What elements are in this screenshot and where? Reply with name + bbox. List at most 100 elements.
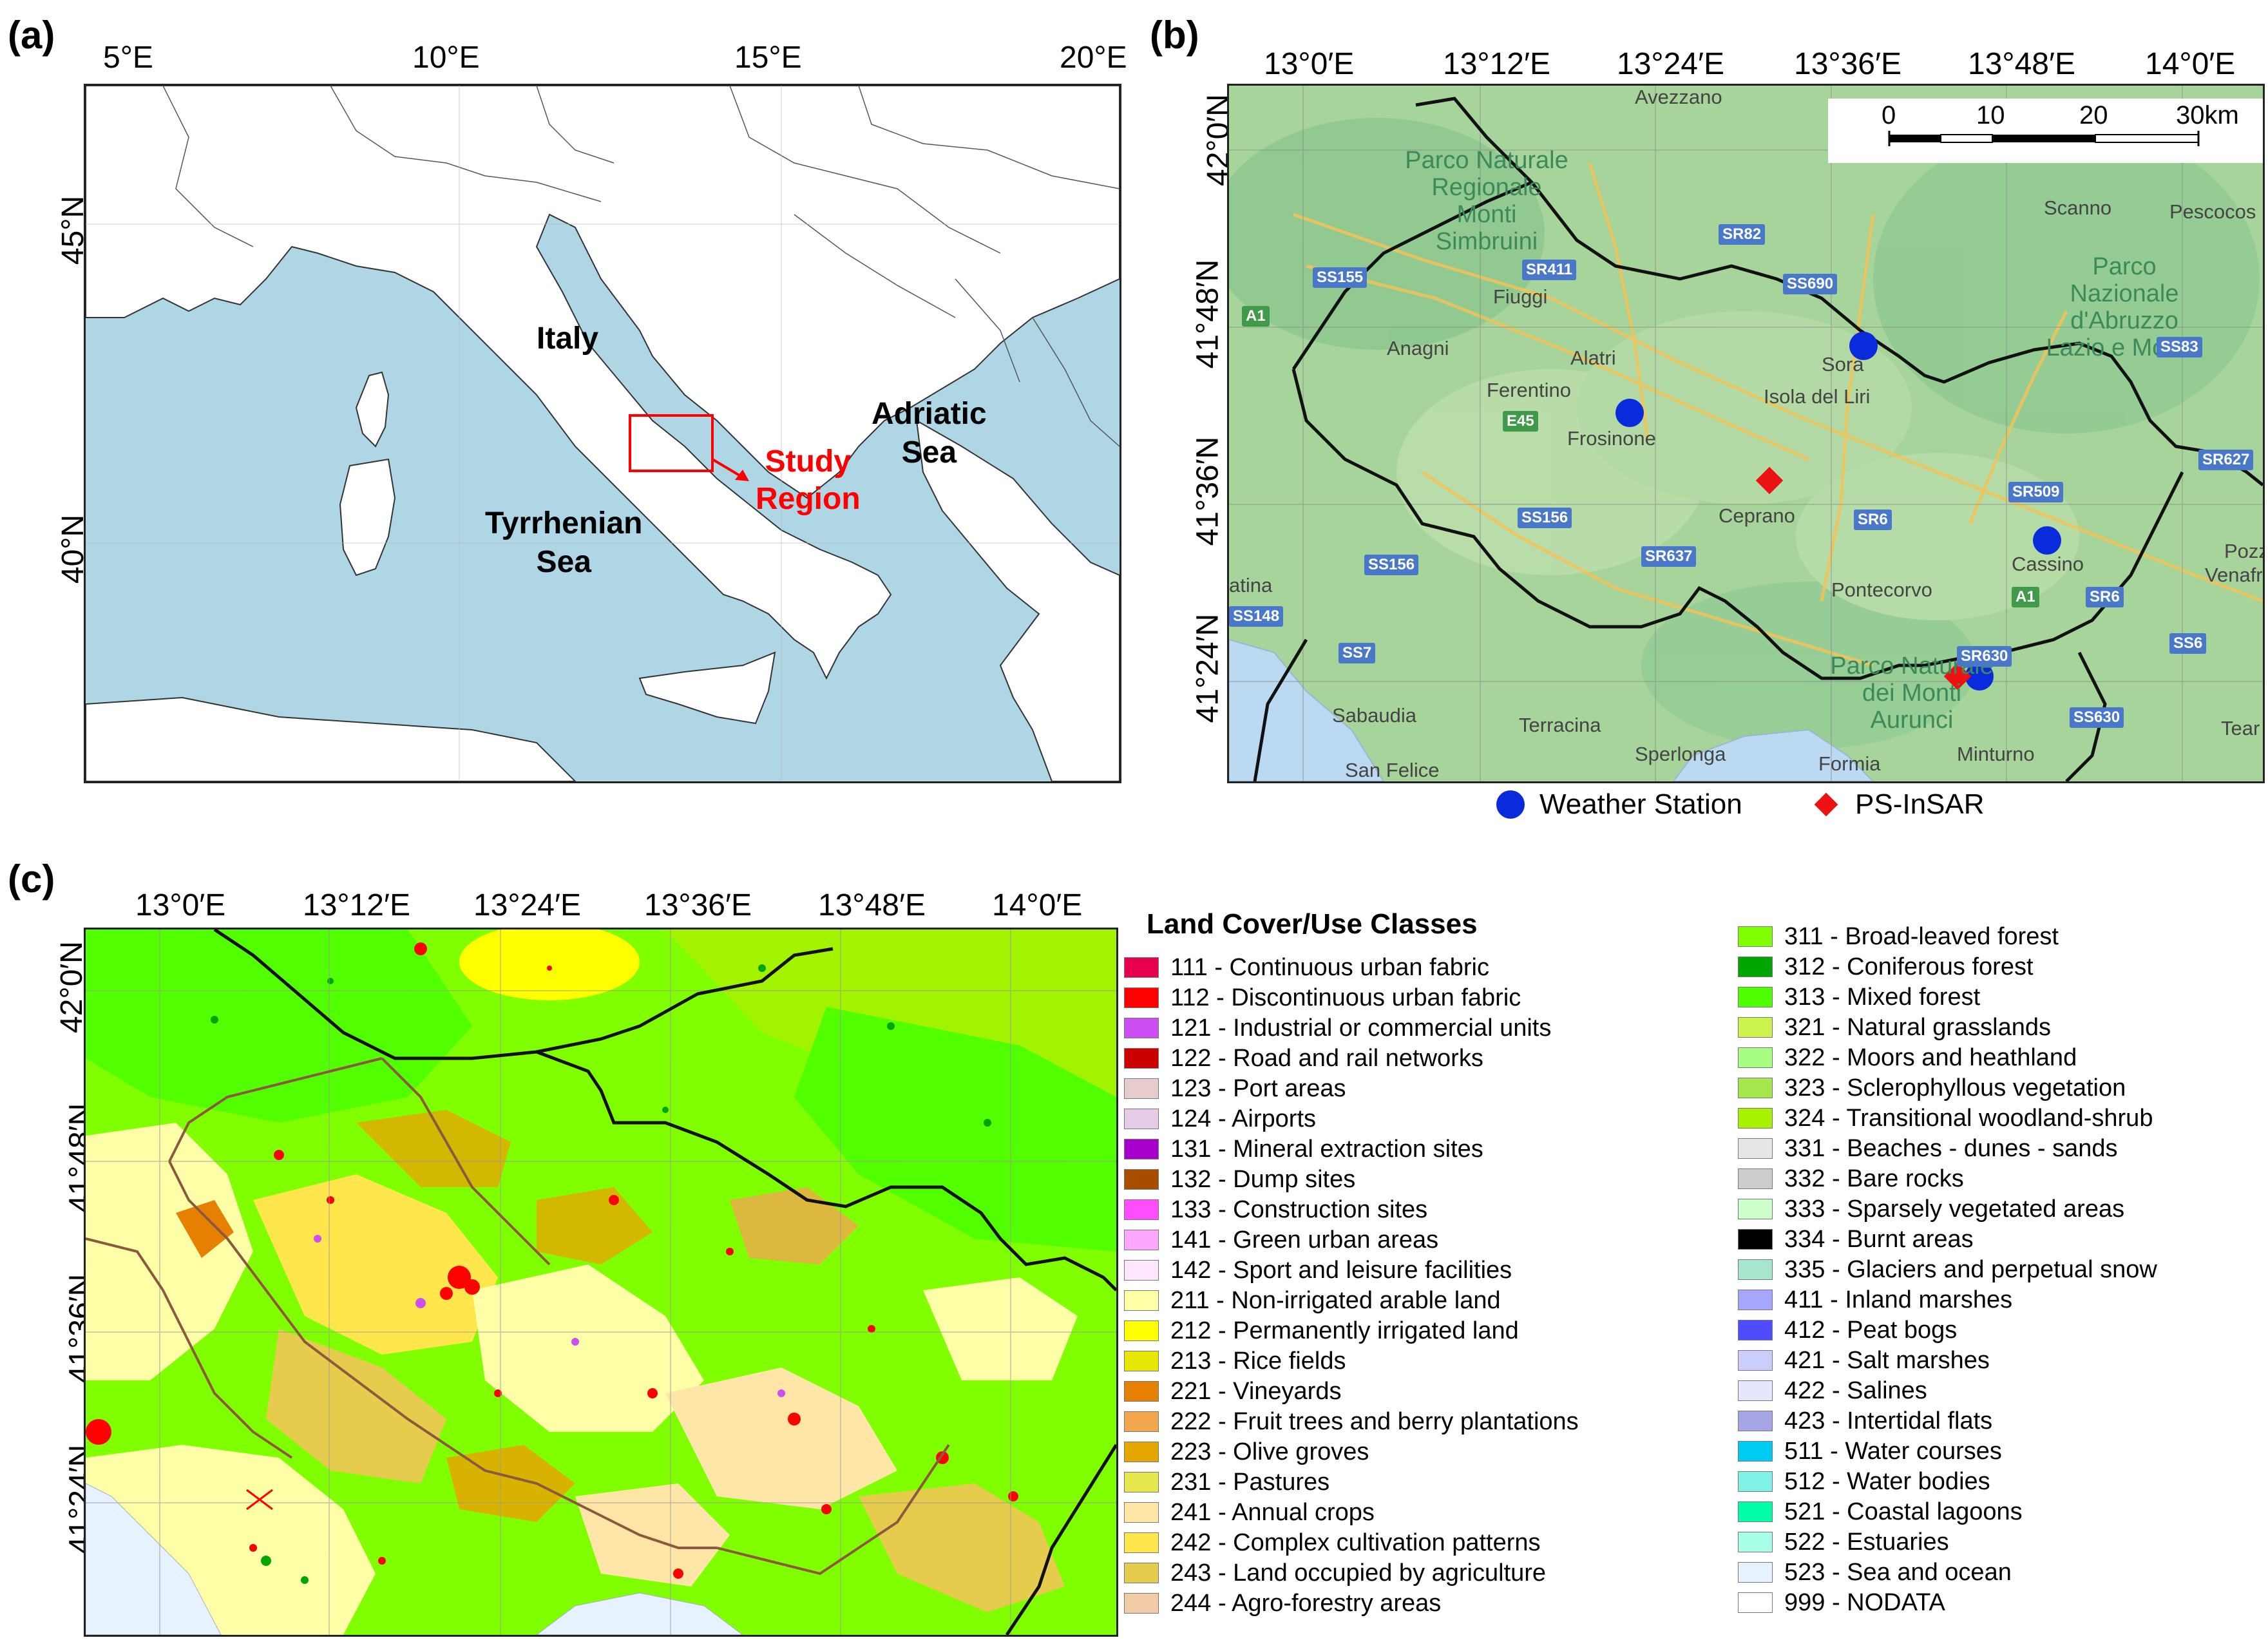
road-a1b: A1 xyxy=(2012,587,2039,607)
legend-entry: 221 - Vineyards xyxy=(1124,1377,1342,1405)
legend-entry: 334 - Burnt areas xyxy=(1738,1226,1974,1253)
legend-swatch xyxy=(1124,1442,1159,1462)
legend-label: 112 - Discontinuous urban fabric xyxy=(1170,984,1521,1011)
legend-label: 331 - Beaches - dunes - sands xyxy=(1784,1134,2118,1162)
legend-label: 323 - Sclerophyllous vegetation xyxy=(1784,1074,2126,1101)
legend-swatch xyxy=(1124,1320,1159,1341)
town-pescocos: Pescocos xyxy=(2169,200,2256,223)
legend-entry: 333 - Sparsely vegetated areas xyxy=(1738,1196,2124,1223)
road-ss83: SS83 xyxy=(2157,337,2202,357)
legend-swatch xyxy=(1738,1168,1773,1189)
sicily xyxy=(638,651,776,725)
legend-swatch xyxy=(1124,1472,1159,1492)
legend-entry: 423 - Intertidal flats xyxy=(1738,1407,1993,1435)
legend-entry: 512 - Water bodies xyxy=(1738,1468,1990,1495)
legend-label: 142 - Sport and leisure facilities xyxy=(1170,1256,1512,1284)
legend-swatch xyxy=(1124,1260,1159,1281)
legend-swatch xyxy=(1738,1380,1773,1401)
legend-swatch xyxy=(1124,1078,1159,1099)
legend-label: 231 - Pastures xyxy=(1170,1468,1330,1496)
panel-b-lat-tick: 41°24′N xyxy=(1190,613,1225,723)
legend-entry: 523 - Sea and ocean xyxy=(1738,1559,2012,1586)
road-ss7: SS7 xyxy=(1339,643,1376,663)
legend-swatch xyxy=(1124,1199,1159,1220)
sardinia xyxy=(339,458,396,577)
legend-label: 335 - Glaciers and perpetual snow xyxy=(1784,1255,2157,1283)
north-africa xyxy=(86,696,577,781)
scale-tick-30km: 30km xyxy=(2176,101,2239,129)
coniferous-patches xyxy=(211,964,991,1584)
legend-swatch xyxy=(1124,1018,1159,1038)
road-ss630: SS630 xyxy=(2070,707,2124,728)
legend-swatch xyxy=(1738,1108,1773,1129)
road-ss156b: SS156 xyxy=(1364,555,1419,575)
legend-swatch xyxy=(1738,1078,1773,1098)
legend-label: 322 - Moors and heathland xyxy=(1784,1044,2077,1071)
legend-entry: 124 - Airports xyxy=(1124,1105,1316,1132)
panel-c-graticule xyxy=(86,929,1116,1635)
land-cover-legend-title: Land Cover/Use Classes xyxy=(1147,908,1478,940)
town-san-felice: San Felice xyxy=(1345,759,1440,781)
panel-a-lon-tick: 5°E xyxy=(103,41,153,75)
park-simbruini: Parco Naturale Regionale Monti Simbruini xyxy=(1405,147,1568,255)
psinsar-legend-icon xyxy=(1814,792,1838,817)
legend-entry: 999 - NODATA xyxy=(1738,1589,1945,1616)
legend-entry: 242 - Complex cultivation patterns xyxy=(1124,1529,1541,1556)
road-network xyxy=(1293,162,2263,667)
legend-entry: 412 - Peat bogs xyxy=(1738,1316,1958,1344)
legend-entry: 331 - Beaches - dunes - sands xyxy=(1738,1134,2118,1162)
legend-entry: 311 - Broad-leaved forest xyxy=(1738,922,2059,950)
legend-swatch xyxy=(1124,1048,1159,1069)
road-sr637: SR637 xyxy=(1641,546,1697,567)
panel-b-lat-tick: 41°48′N xyxy=(1190,259,1225,369)
road-ss155: SS155 xyxy=(1313,267,1367,288)
weather-stations xyxy=(1615,332,2061,691)
legend-entry: 321 - Natural grasslands xyxy=(1738,1014,2051,1041)
sea-area xyxy=(86,1483,222,1635)
legend-swatch xyxy=(1124,1563,1159,1583)
legend-label: 213 - Rice fields xyxy=(1170,1347,1346,1375)
road-sr411: SR411 xyxy=(1522,260,1577,280)
legend-entry: 421 - Salt marshes xyxy=(1738,1347,1990,1374)
legend-swatch xyxy=(1124,987,1159,1008)
legend-swatch xyxy=(1124,1381,1159,1402)
legend-swatch xyxy=(1124,1169,1159,1190)
legend-swatch xyxy=(1738,987,1773,1007)
town-scanno: Scanno xyxy=(2044,196,2112,219)
legend-entry: 241 - Annual crops xyxy=(1124,1499,1375,1526)
legend-entry: 511 - Water courses xyxy=(1738,1438,2002,1465)
town-ferentino: Ferentino xyxy=(1487,379,1571,401)
town-sperlonga: Sperlonga xyxy=(1635,743,1726,765)
legend-swatch xyxy=(1124,1411,1159,1432)
legend-label: 122 - Road and rail networks xyxy=(1170,1044,1483,1072)
panel-b-lon-tick: 13°36′E xyxy=(1794,47,1901,81)
legend-label: 124 - Airports xyxy=(1170,1105,1316,1132)
legend-swatch xyxy=(1738,1471,1773,1492)
irrigated-land-area xyxy=(459,929,640,1000)
legend-entry: 313 - Mixed forest xyxy=(1738,984,1980,1011)
legend-label: 221 - Vineyards xyxy=(1170,1377,1342,1405)
legend-entry: 141 - Green urban areas xyxy=(1124,1226,1439,1253)
town-pontecorvo: Pontecorvo xyxy=(1831,578,1932,601)
town-terracina: Terracina xyxy=(1519,714,1601,736)
legend-label: 312 - Coniferous forest xyxy=(1784,953,2034,980)
panel-a-lon-tick: 10°E xyxy=(412,41,480,75)
legend-label: 141 - Green urban areas xyxy=(1170,1226,1439,1253)
legend-entry: 111 - Continuous urban fabric xyxy=(1124,954,1489,981)
legend-swatch xyxy=(1124,1502,1159,1523)
legend-entry: 244 - Agro-forestry areas xyxy=(1124,1590,1441,1617)
legend-label: 311 - Broad-leaved forest xyxy=(1784,922,2059,950)
legend-entry: 223 - Olive groves xyxy=(1124,1438,1369,1465)
province-boundary xyxy=(1415,97,2263,486)
legend-entry: 121 - Industrial or commercial units xyxy=(1124,1015,1551,1042)
legend-label: 412 - Peat bogs xyxy=(1784,1316,1958,1344)
legend-label: 332 - Bare rocks xyxy=(1784,1165,1964,1192)
legend-label: 242 - Complex cultivation patterns xyxy=(1170,1529,1541,1556)
panel-b-map: 0 10 20 30km Parco Naturale Regionale Mo… xyxy=(1227,84,2265,783)
town-venafr: Venafr xyxy=(2205,564,2263,586)
legend-entry: 521 - Coastal lagoons xyxy=(1738,1498,2023,1525)
panel-b-lon-tick: 13°12′E xyxy=(1443,47,1550,81)
country-borders xyxy=(162,86,1120,447)
balkans xyxy=(915,419,1120,781)
legend-label: 423 - Intertidal flats xyxy=(1784,1407,1993,1435)
